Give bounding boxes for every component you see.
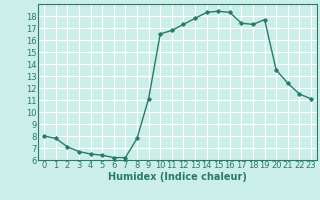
- X-axis label: Humidex (Indice chaleur): Humidex (Indice chaleur): [108, 172, 247, 182]
